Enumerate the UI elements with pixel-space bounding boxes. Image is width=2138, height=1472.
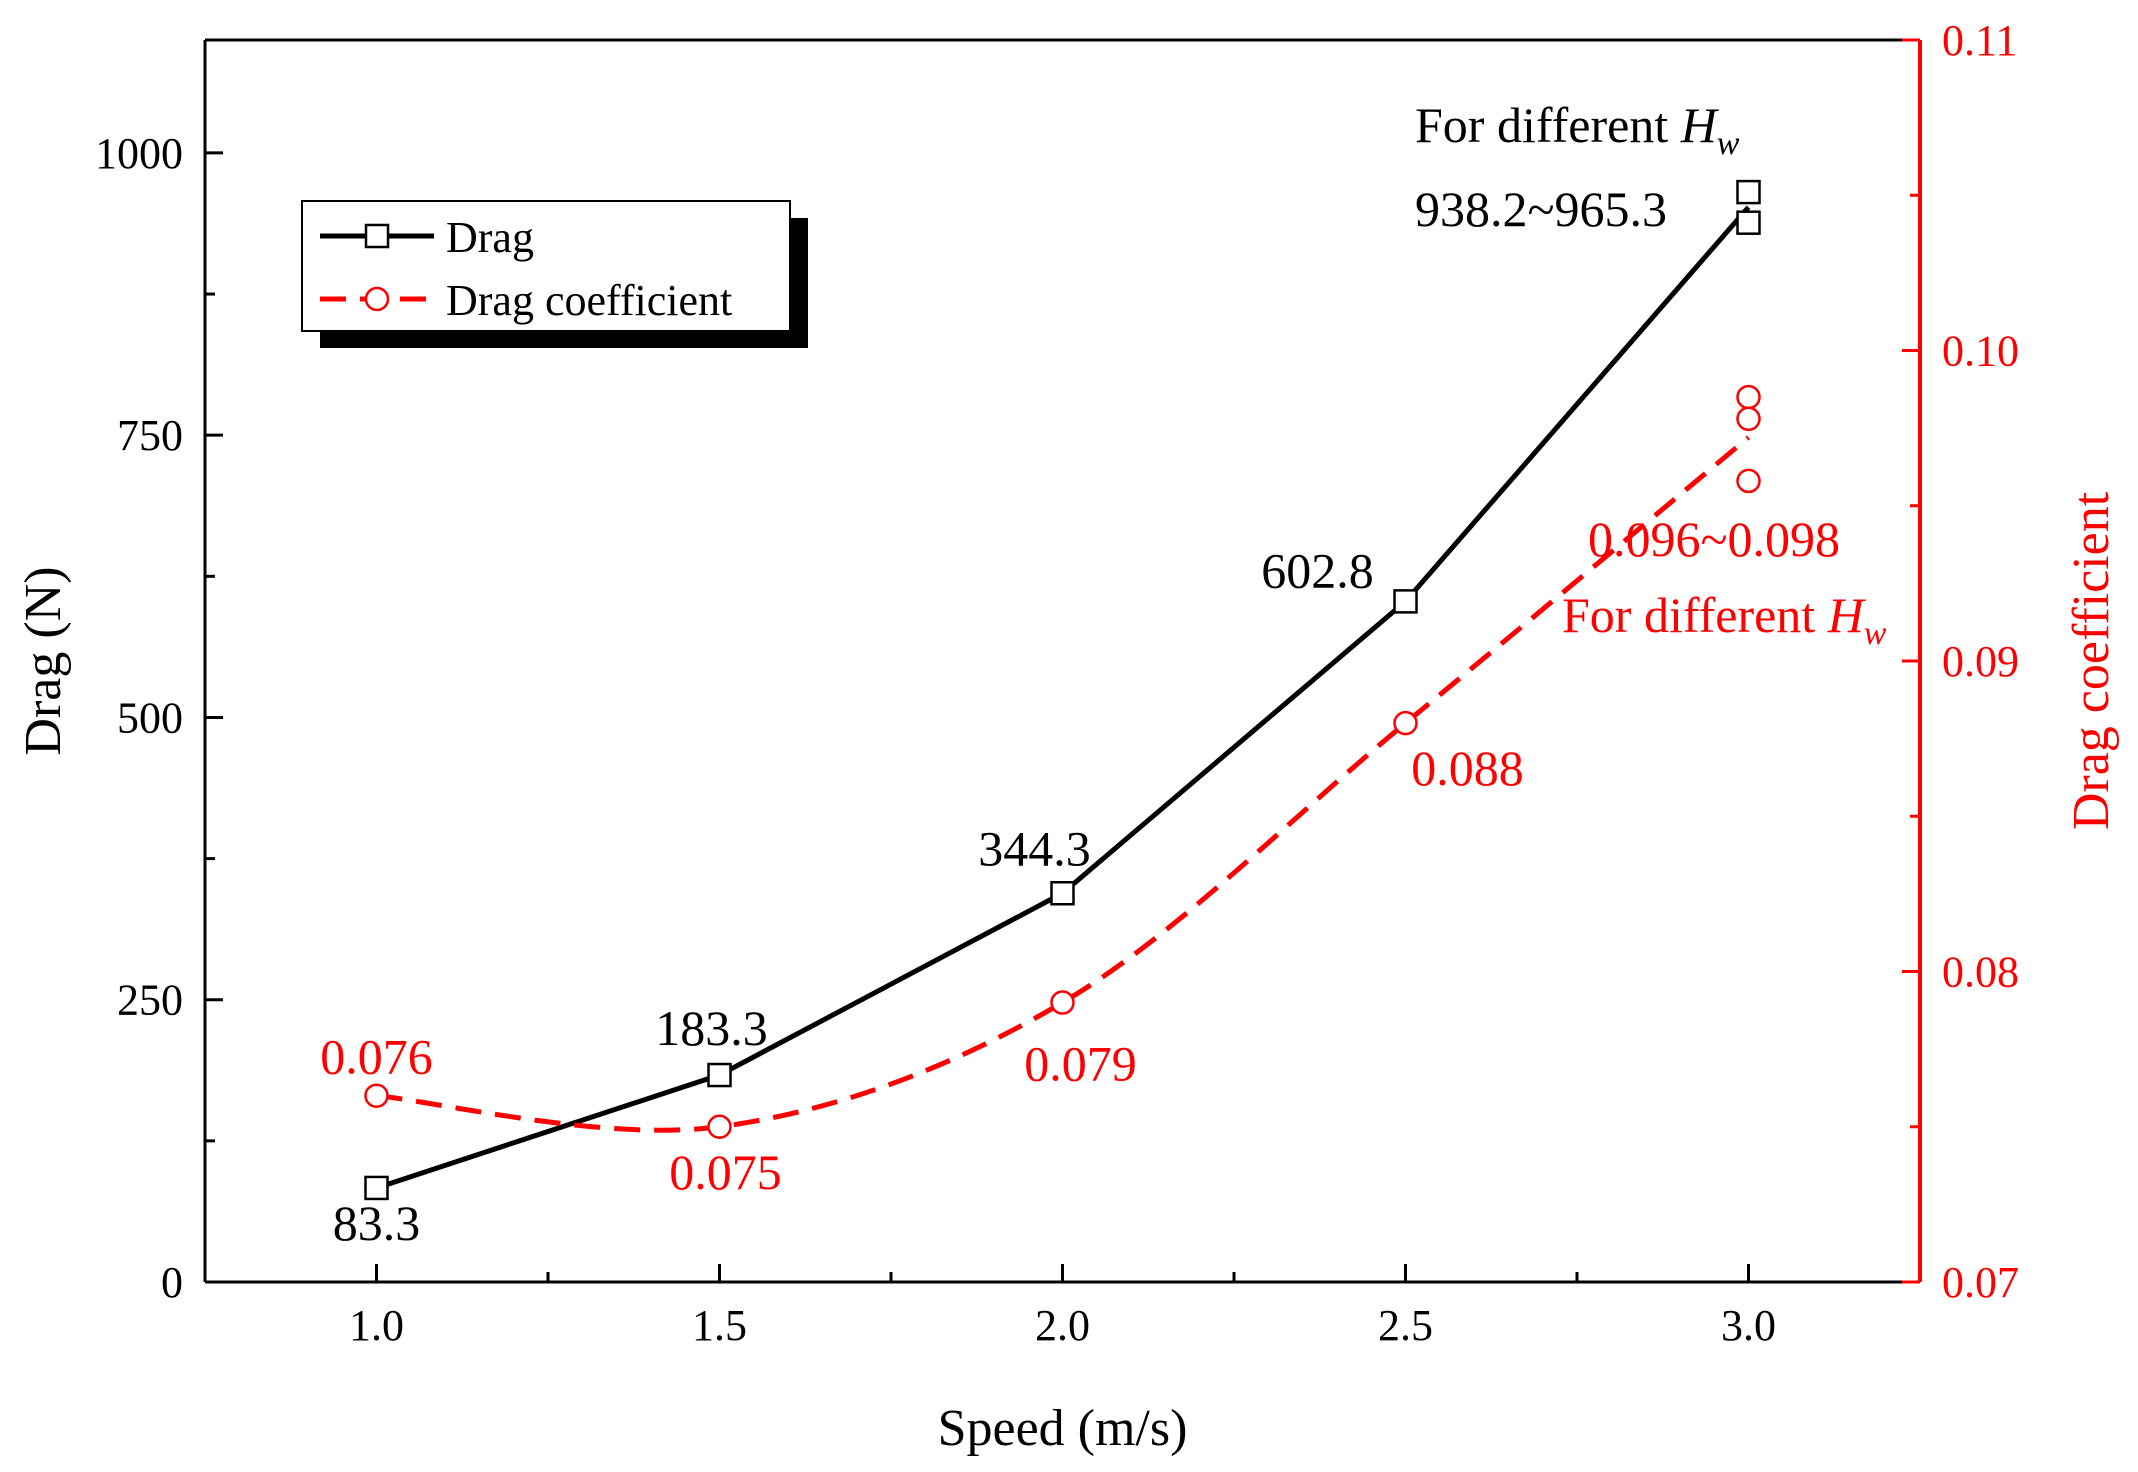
x-tick-label: 3.0	[1721, 1301, 1776, 1350]
coef-marker	[707, 1114, 732, 1139]
x-tick-label: 2.0	[1035, 1301, 1090, 1350]
legend-coef-label: Drag coefficient	[446, 276, 732, 325]
axes: 1.0 1.5 2.0 2.5 3.0 0 250 500 750 1000 0.07 0.08 0.0…	[15, 16, 2120, 1457]
legend-drag-label: Drag	[446, 213, 534, 262]
drag-annotation-prefix: For different	[1415, 97, 1668, 153]
y-tick-label: 0	[161, 1258, 183, 1307]
coef-marker	[1050, 990, 1075, 1015]
drag-annotation-symbol: H	[1680, 97, 1720, 153]
x-tick-label: 1.0	[349, 1301, 404, 1350]
coef-annotation-title: For different Hw	[1562, 587, 1887, 652]
coef-data-label: 0.079	[1024, 1036, 1137, 1092]
coef-marker	[1736, 406, 1761, 432]
legend-drag-marker	[364, 223, 390, 249]
drag-range-annotation: 938.2~965.3	[1415, 181, 1667, 237]
y2-tick-label: 0.11	[1942, 16, 2017, 65]
y-tick-label: 250	[117, 976, 183, 1025]
coef-data-label: 0.088	[1411, 740, 1524, 796]
series-layer	[364, 179, 1761, 1201]
y2-tick-label: 0.07	[1942, 1258, 2019, 1307]
drag-marker	[1050, 881, 1075, 906]
drag-data-label: 602.8	[1261, 542, 1374, 598]
coef-marker	[364, 1083, 389, 1108]
coef-annotation-symbol: H	[1827, 587, 1867, 643]
drag-marker	[1393, 589, 1418, 614]
legend: Drag Drag coefficient	[301, 200, 808, 348]
drag-marker	[1736, 179, 1761, 205]
y-axis-title: Drag (N)	[15, 566, 72, 755]
drag-marker	[364, 1175, 389, 1201]
drag-annotation-title: For different Hw	[1415, 97, 1740, 162]
drag-marker	[707, 1062, 732, 1088]
coef-marker	[1393, 710, 1418, 736]
coef-annotation-prefix: For different	[1562, 587, 1815, 643]
labels-layer: 83.3 183.3 344.3 602.8 0.076 0.075 0.079 0.088	[320, 542, 1524, 1251]
y2-tick-label: 0.08	[1942, 948, 2019, 997]
coef-data-label: 0.075	[669, 1144, 782, 1200]
y2-tick-label: 0.10	[1942, 327, 2019, 376]
x-tick-label: 2.5	[1378, 1301, 1433, 1350]
drag-data-label: 344.3	[978, 820, 1091, 876]
y-tick-label: 500	[117, 693, 183, 742]
drag-data-label: 83.3	[333, 1195, 421, 1251]
drag-marker	[1736, 210, 1761, 235]
coef-data-label: 0.076	[320, 1029, 433, 1085]
coef-range-annotation: 0.096~0.098	[1588, 511, 1840, 567]
coef-annotation-subscript: w	[1864, 615, 1887, 652]
coef-marker	[1736, 468, 1761, 494]
y-tick-label: 750	[117, 411, 183, 460]
coef-marker	[1736, 384, 1761, 410]
drag-annotation-subscript: w	[1717, 125, 1740, 162]
y2-axis-title: Drag coefficient	[2063, 491, 2120, 830]
coef-line	[376, 435, 1751, 1133]
y2-tick-label: 0.09	[1942, 637, 2019, 686]
y-tick-label: 1000	[95, 129, 183, 178]
drag-data-label: 183.3	[655, 1000, 768, 1056]
x-tick-label: 1.5	[692, 1301, 747, 1350]
x-axis-title: Speed (m/s)	[938, 1400, 1188, 1457]
legend-coef-marker	[364, 286, 390, 312]
